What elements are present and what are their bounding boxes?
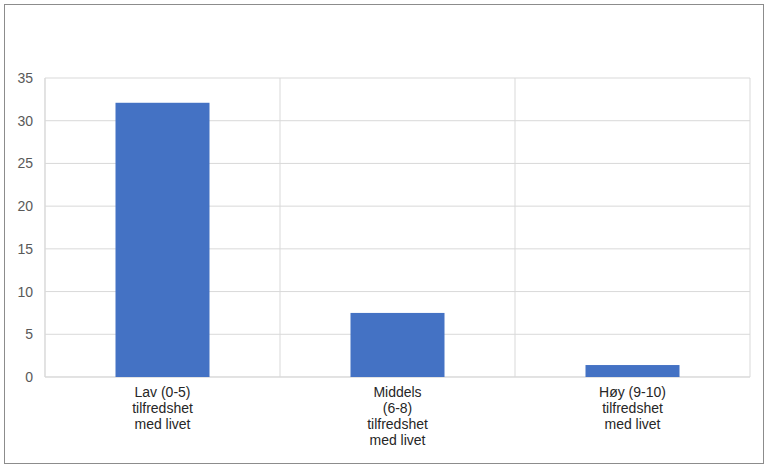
category-grid-line [45, 78, 46, 377]
y-tick-label: 15 [17, 241, 33, 257]
category-grid-line [280, 78, 281, 377]
x-tick-label-line: Middels [373, 384, 421, 400]
x-tick-label-line: Høy (9-10) [599, 384, 666, 400]
category-grid-line [515, 78, 516, 377]
x-tick-label: Lav (0-5)tilfredshetmed livet [132, 384, 193, 432]
y-axis-line [45, 78, 46, 377]
y-tick-label: 5 [25, 326, 33, 342]
x-tick-label: Middels(6-8)tilfredshetmed livet [367, 384, 428, 448]
y-tick-label: 25 [17, 155, 33, 171]
x-tick-label-line: med livet [134, 416, 190, 432]
chart-container: 05101520253035Lav (0-5)tilfredshetmed li… [0, 0, 768, 468]
grid-line [45, 78, 750, 79]
y-tick-label: 10 [17, 284, 33, 300]
y-tick-label: 30 [17, 113, 33, 129]
x-tick-label-line: tilfredshet [602, 400, 663, 416]
chart-frame [5, 5, 764, 464]
bar [586, 365, 680, 377]
bars [116, 103, 680, 377]
x-tick-label-line: tilfredshet [367, 416, 428, 432]
bar [351, 313, 445, 377]
bar [116, 103, 210, 377]
x-tick-label-line: med livet [369, 432, 425, 448]
x-tick-label: Høy (9-10)tilfredshetmed livet [599, 384, 666, 432]
x-tick-label-line: Lav (0-5) [134, 384, 190, 400]
category-grid-line [750, 78, 751, 377]
chart-svg: 05101520253035Lav (0-5)tilfredshetmed li… [0, 0, 768, 468]
y-tick-label: 0 [25, 369, 33, 385]
x-tick-label-line: med livet [604, 416, 660, 432]
y-tick-label: 35 [17, 70, 33, 86]
y-tick-label: 20 [17, 198, 33, 214]
x-tick-label-line: tilfredshet [132, 400, 193, 416]
x-tick-label-line: (6-8) [383, 400, 413, 416]
